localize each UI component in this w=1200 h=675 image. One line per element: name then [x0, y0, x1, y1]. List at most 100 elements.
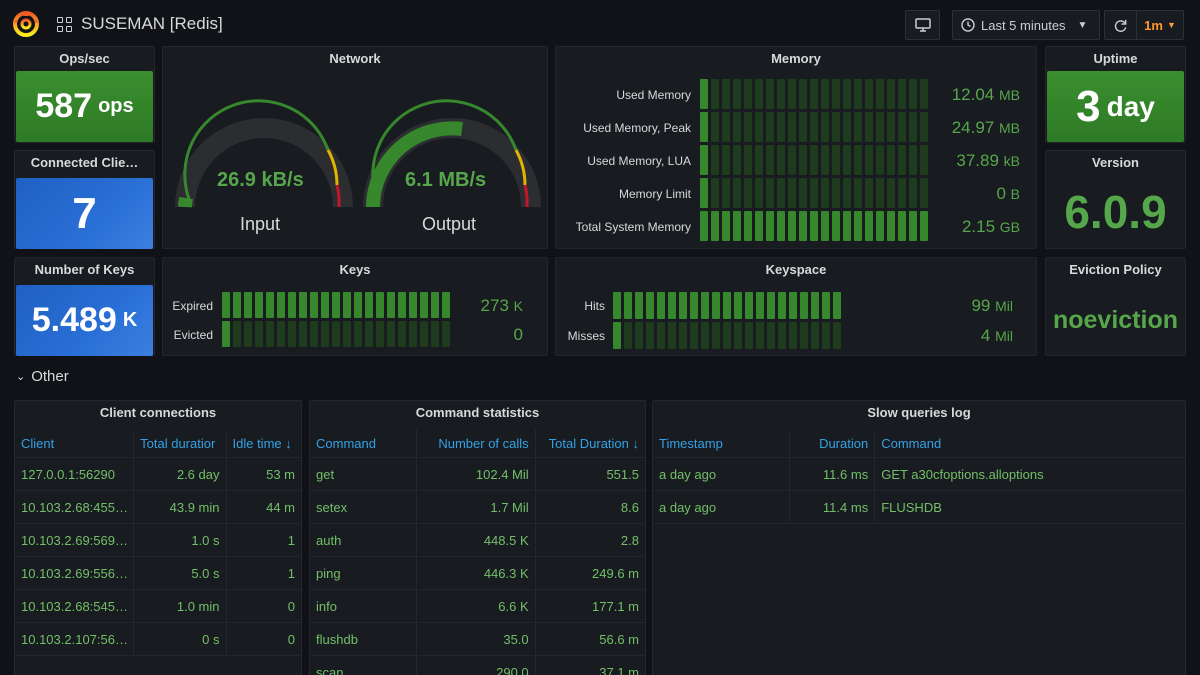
column-header-total-duration[interactable]: Total duratior — [134, 429, 227, 457]
bar-gauge-cell — [365, 321, 373, 347]
table-header: Timestamp Duration Command — [653, 429, 1185, 458]
command-statistics-table: Command Number of calls Total Duration ↓… — [310, 429, 645, 675]
version-panel[interactable]: Version 6.0.9 — [1045, 150, 1186, 249]
grafana-logo-icon[interactable] — [12, 10, 40, 38]
bar-gauge-cell — [865, 79, 873, 109]
refresh-button[interactable] — [1104, 10, 1136, 40]
column-header-command[interactable]: Command — [310, 429, 418, 457]
table-row[interactable]: setex 1.7 Mil 8.6 — [310, 491, 645, 524]
table-cell: 11.4 ms — [790, 491, 876, 523]
bar-gauge-value: 24.97 MB — [916, 118, 1020, 138]
column-header-command[interactable]: Command — [881, 435, 942, 451]
keys-panel[interactable]: Keys Expired 273 K Evicted 0 — [162, 257, 548, 356]
table-row[interactable]: a day ago 11.4 ms FLUSHDB — [653, 491, 1185, 524]
table-cell: 5.0 s — [134, 557, 227, 589]
client-connections-panel[interactable]: Client connections Client Total duratior… — [14, 400, 302, 675]
network-panel[interactable]: Network 26.9 kB/s Input 6.1 MB/s Output — [162, 46, 548, 249]
table-cell: ping — [310, 557, 418, 589]
column-header-idle-time[interactable]: Idle time ↓ — [232, 435, 292, 451]
bar-gauge-cell — [722, 79, 730, 109]
bar-gauge-cell — [898, 112, 906, 142]
table-row[interactable]: a day ago 11.6 ms GET a30cfoptions.allopti… — [653, 458, 1185, 491]
slow-queries-table: Timestamp Duration Command a day ago 11.6… — [653, 429, 1185, 524]
table-row[interactable]: get 102.4 Mil 551.5 — [310, 458, 645, 491]
bar-gauge-cell — [799, 178, 807, 208]
value-number: 99 — [971, 296, 991, 315]
bar-gauge-cell — [266, 292, 274, 318]
bar-gauge — [700, 79, 928, 109]
table-cell: 10.103.2.68:545… — [15, 590, 135, 622]
slow-queries-panel[interactable]: Slow queries log Timestamp Duration Comm… — [652, 400, 1186, 675]
bar-gauge — [613, 322, 841, 349]
bar-gauge-cell — [865, 112, 873, 142]
dashboards-grid-icon[interactable] — [57, 17, 72, 32]
bar-gauge-cell — [244, 292, 252, 318]
keyspace-panel[interactable]: Keyspace Hits 99 Mil Misses 4 Mil — [555, 257, 1037, 356]
bar-gauge-cell — [920, 211, 928, 241]
ops-panel[interactable]: Ops/sec 587 ops — [14, 46, 155, 143]
bar-gauge-cell — [745, 322, 753, 349]
table-cell: 249.6 m — [592, 565, 639, 581]
bar-gauge-cell — [755, 178, 763, 208]
bar-gauge-cell — [700, 211, 708, 241]
table-row[interactable]: 10.103.2.69:556… 5.0 s 1 — [15, 557, 301, 590]
bar-gauge-cell — [898, 79, 906, 109]
column-header-timestamp[interactable]: Timestamp — [653, 429, 790, 457]
connected-clients-panel[interactable]: Connected Clie… 7 — [14, 150, 155, 249]
column-header-client[interactable]: Client — [15, 429, 135, 457]
bar-gauge — [700, 178, 928, 208]
bar-gauge-cell — [766, 79, 774, 109]
bar-gauge-cell — [887, 145, 895, 175]
bar-gauge-cell — [354, 321, 362, 347]
tv-mode-button[interactable] — [905, 10, 940, 40]
table-row[interactable]: auth 448.5 K 2.8 — [310, 524, 645, 557]
value-unit: MB — [999, 119, 1020, 136]
bar-gauge-cell — [733, 211, 741, 241]
bar-gauge-cell — [255, 292, 263, 318]
bar-gauge-cell — [321, 321, 329, 347]
table-row[interactable]: flushdb 35.0 56.6 m — [310, 623, 645, 656]
bar-gauge-cell — [909, 178, 917, 208]
bar-gauge-cell — [420, 321, 428, 347]
table-row[interactable]: ping 446.3 K 249.6 m — [310, 557, 645, 590]
stat-unit: K — [122, 309, 138, 331]
table-row[interactable]: 10.103.2.69:569… 1.0 s 1 — [15, 524, 301, 557]
input-gauge — [175, 99, 353, 208]
table-row[interactable]: 10.103.2.68:545… 1.0 min 0 — [15, 590, 301, 623]
stat-unit: ops — [98, 95, 134, 117]
table-row[interactable]: scan 290.0 37.1 m — [310, 656, 645, 675]
bar-gauge-cell — [777, 178, 785, 208]
value-unit: MB — [999, 86, 1020, 103]
bar-gauge-cell — [778, 292, 786, 319]
table-cell: 11.6 ms — [790, 458, 876, 490]
table-row[interactable]: 10.103.2.68:455… 43.9 min 44 m — [15, 491, 301, 524]
column-header-number-of-calls[interactable]: Number of calls — [417, 429, 536, 457]
bar-gauge-cell — [800, 292, 808, 319]
bar-gauge-cell — [799, 79, 807, 109]
bar-gauge-value: 12.04 MB — [916, 85, 1020, 105]
uptime-panel[interactable]: Uptime 3 day — [1045, 46, 1186, 143]
panel-title: Client connections — [99, 405, 217, 420]
eviction-policy-panel[interactable]: Eviction Policy noeviction — [1045, 257, 1186, 356]
number-of-keys-panel[interactable]: Number of Keys 5.489 K — [14, 257, 155, 356]
column-header-duration[interactable]: Duration — [790, 429, 876, 457]
time-range-picker[interactable]: Last 5 minutes ▼ — [952, 10, 1100, 40]
dashboard-title[interactable]: SUSEMAN [Redis] — [81, 14, 223, 33]
memory-panel[interactable]: Memory Used Memory 12.04 MB Used Memory, P… — [555, 46, 1037, 249]
refresh-interval-picker[interactable]: 1m ▼ — [1136, 10, 1184, 40]
bar-gauge-cell — [777, 211, 785, 241]
row-other-toggle[interactable]: ⌄ Other — [16, 368, 69, 385]
table-row[interactable]: 127.0.0.1:56290 2.6 day 53 m — [15, 458, 301, 491]
table-row[interactable]: 10.103.2.107:56… 0 s 0 — [15, 623, 301, 656]
column-header-total-duration[interactable]: Total Duration ↓ — [548, 435, 639, 451]
version-value: 6.0.9 — [1064, 186, 1167, 238]
table-cell: 37.1 m — [599, 664, 639, 675]
table-cell: 53 m — [266, 466, 295, 482]
bar-gauge-cell — [244, 321, 252, 347]
ops-stat: 587 ops — [16, 71, 153, 142]
command-statistics-panel[interactable]: Command statistics Command Number of cal… — [309, 400, 646, 675]
bar-gauge-cell — [613, 292, 621, 319]
table-cell: 43.9 min — [134, 491, 227, 523]
bar-gauge-cell — [821, 178, 829, 208]
table-row[interactable]: info 6.6 K 177.1 m — [310, 590, 645, 623]
